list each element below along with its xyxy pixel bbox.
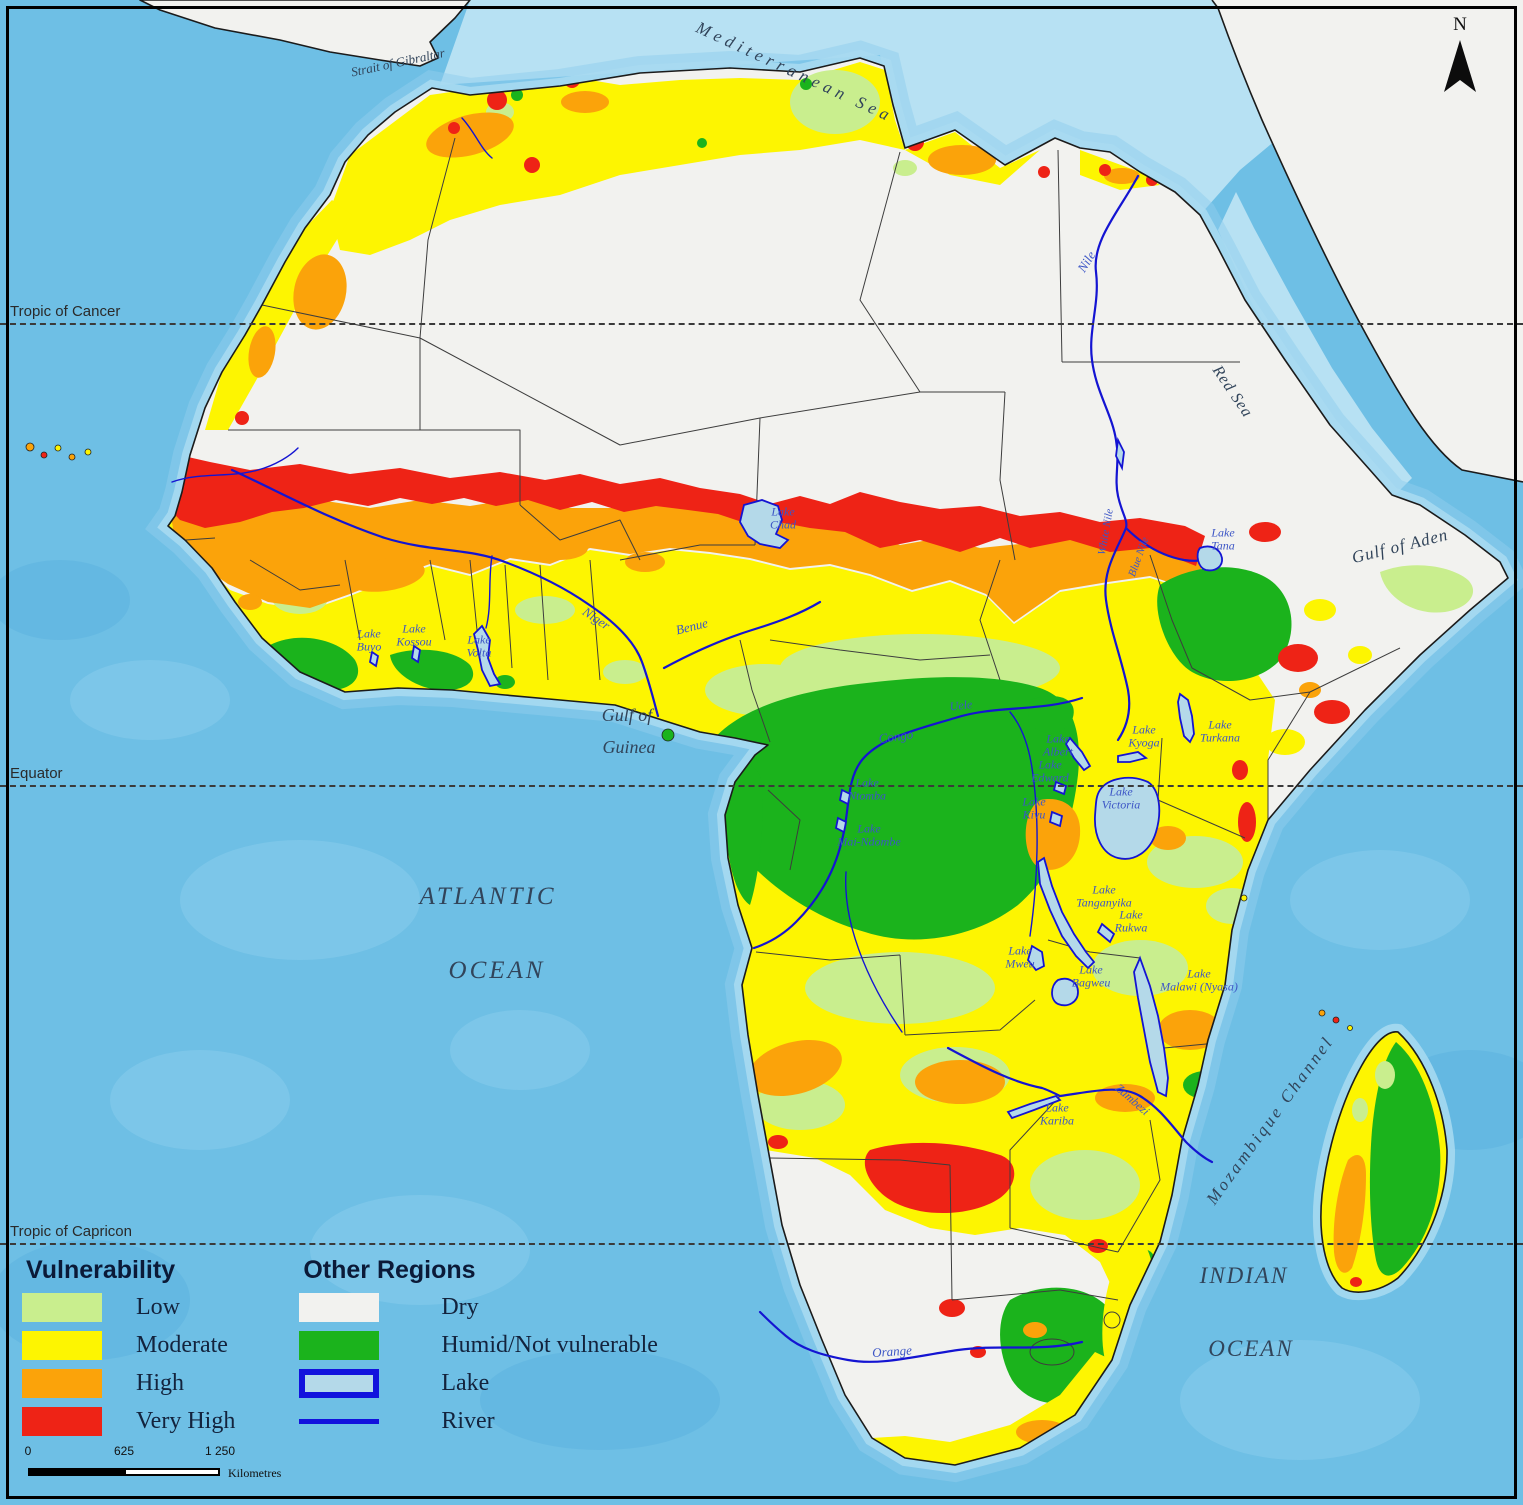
scale-segment-empty (124, 1468, 220, 1476)
legend-item-label: Dry (441, 1294, 479, 1320)
legend-other-regions-items: Dry Humid/Not vulnerable Lake Ri (299, 1293, 658, 1436)
legend-item: River (299, 1407, 658, 1436)
north-arrow-icon (1444, 40, 1476, 92)
legend-item: High (22, 1369, 235, 1398)
north-label: N (1453, 14, 1467, 35)
north-arrow: N (1436, 14, 1484, 101)
vulnerability-regions (168, 62, 1474, 1465)
legend-item-label: Moderate (136, 1332, 228, 1358)
legend-vulnerability-title: Vulnerability (26, 1256, 176, 1284)
scale-tick-label: 625 (113, 1444, 135, 1458)
neighbour-landmasses (139, 0, 1523, 483)
scale-unit-label: Kilometres (228, 1466, 282, 1480)
legend-item-label: Humid/Not vulnerable (441, 1332, 658, 1358)
legend-swatch (22, 1407, 102, 1436)
legend-vulnerability: Vulnerability Low Moderate Hi (22, 1256, 235, 1445)
legend-item-label: Lake (441, 1370, 490, 1396)
legend-item: Low (22, 1293, 235, 1322)
islands (25, 442, 1353, 1031)
legend-swatch (22, 1331, 102, 1360)
legend-item-label: Very High (136, 1408, 236, 1434)
scale-tick-label: 1 250 (204, 1444, 236, 1458)
legend: Vulnerability Low Moderate Hi (22, 1256, 658, 1445)
legend-item-label: River (441, 1408, 495, 1434)
legend-swatch (22, 1293, 102, 1322)
legend-vulnerability-items: Low Moderate High Very High (22, 1293, 235, 1436)
scale-tick-label: 0 (24, 1444, 32, 1458)
legend-swatch (299, 1419, 380, 1424)
legend-swatch (22, 1369, 102, 1398)
legend-swatch (299, 1293, 380, 1322)
legend-item: Lake (299, 1369, 658, 1398)
scale-segment-filled (28, 1468, 124, 1476)
legend-item: Humid/Not vulnerable (299, 1331, 658, 1360)
legend-swatch (299, 1369, 380, 1398)
legend-item-label: Low (136, 1294, 180, 1320)
legend-item: Moderate (22, 1331, 235, 1360)
legend-other-regions-title: Other Regions (303, 1256, 476, 1284)
legend-item: Very High (22, 1407, 235, 1436)
legend-swatch (299, 1331, 380, 1360)
scale-bar: 0 625 1 250 Kilometres (24, 1444, 344, 1486)
legend-item: Dry (299, 1293, 658, 1322)
legend-item-label: High (136, 1370, 184, 1396)
lakes (368, 436, 1223, 1120)
rivers (171, 117, 1214, 1363)
legend-other-regions: Other Regions Dry Humid/Not vulnerable (299, 1256, 658, 1445)
country-borders (185, 137, 1401, 1366)
